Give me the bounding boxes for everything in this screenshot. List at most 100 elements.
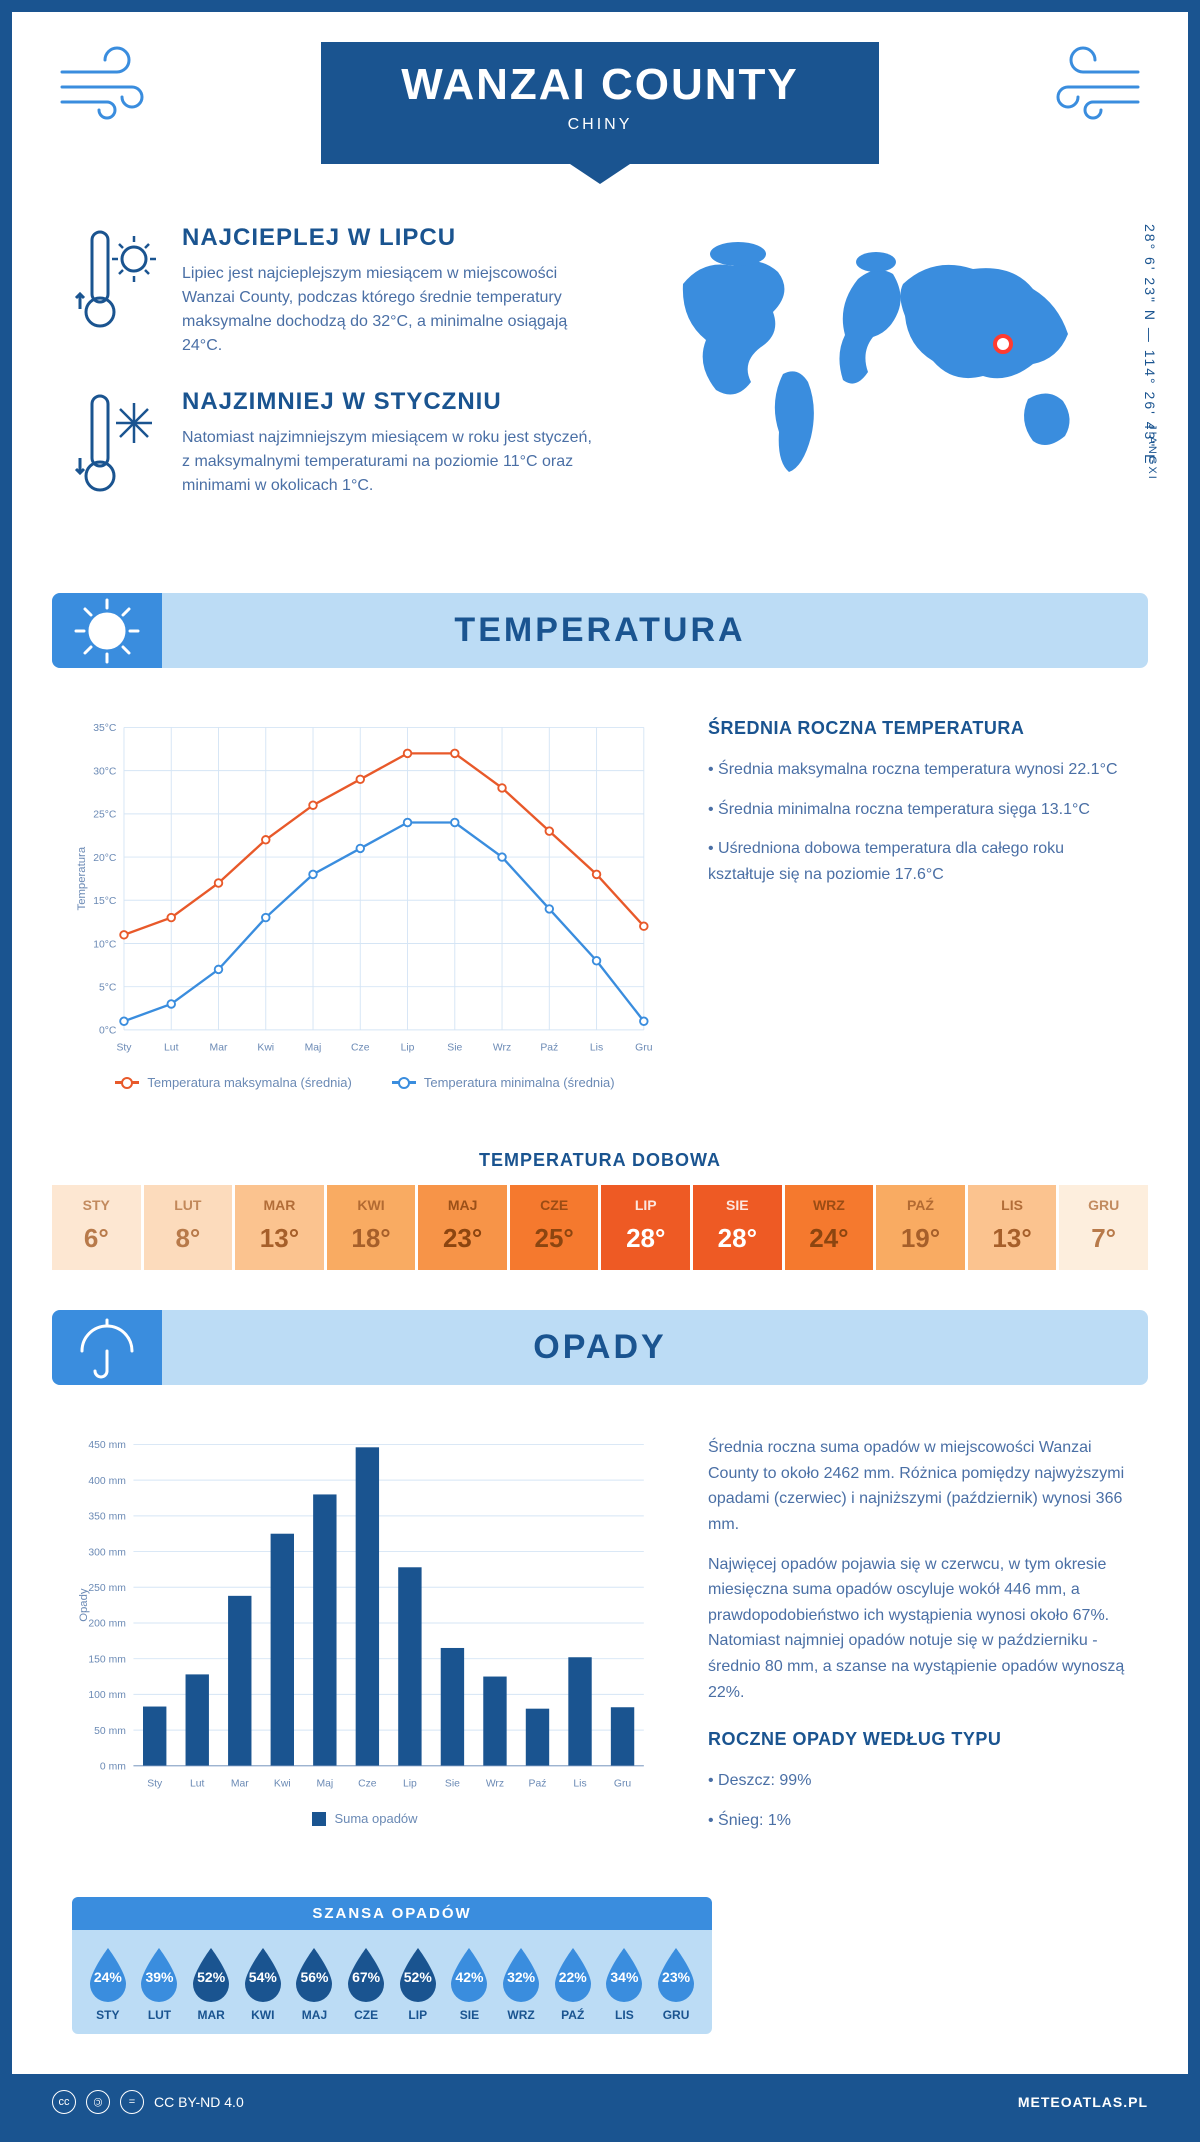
daily-temp-row: STY6°LUT8°MAR13°KWI18°MAJ23°CZE25°LIP28°… xyxy=(52,1185,1148,1270)
cc-icon: cc xyxy=(52,2090,76,2114)
umbrella-icon xyxy=(52,1310,162,1385)
coldest-heading: NAJZIMNIEJ W STYCZNIU xyxy=(182,388,602,416)
license-text: CC BY-ND 4.0 xyxy=(154,2094,244,2110)
daily-temp-cell: STY6° xyxy=(52,1185,141,1270)
rain-chance-drop: 39% LUT xyxy=(135,1946,183,2022)
rain-chance-drop: 24% STY xyxy=(84,1946,132,2022)
daily-temp-cell: LUT8° xyxy=(144,1185,233,1270)
title-banner: WANZAI COUNTY CHINY xyxy=(321,42,879,164)
rain-chance-drop: 34% LIS xyxy=(600,1946,648,2022)
daily-temp-cell: WRZ24° xyxy=(785,1185,874,1270)
by-icon: 🄯 xyxy=(86,2090,110,2114)
temperature-side-panel: ŚREDNIA ROCZNA TEMPERATURA • Średnia mak… xyxy=(708,718,1128,1090)
svg-text:Paź: Paź xyxy=(540,1043,558,1054)
svg-text:100 mm: 100 mm xyxy=(88,1690,125,1701)
svg-text:Wrz: Wrz xyxy=(486,1779,504,1790)
svg-text:Wrz: Wrz xyxy=(493,1043,511,1054)
svg-text:Opady: Opady xyxy=(78,1588,90,1622)
region-label: JIANGXI xyxy=(1146,424,1158,481)
daily-temp-cell: KWI18° xyxy=(327,1185,416,1270)
daily-temp-cell: PAŹ19° xyxy=(876,1185,965,1270)
daily-temp-cell: LIS13° xyxy=(968,1185,1057,1270)
footer-license: cc 🄯 = CC BY-ND 4.0 xyxy=(52,2090,244,2114)
svg-text:200 mm: 200 mm xyxy=(88,1619,125,1630)
header: WANZAI COUNTY CHINY xyxy=(12,12,1188,204)
section-header-precip: OPADY xyxy=(52,1310,1148,1385)
daily-temp-cell: MAJ23° xyxy=(418,1185,507,1270)
svg-text:0°C: 0°C xyxy=(99,1026,117,1037)
warmest-block: NAJCIEPLEJ W LIPCU Lipiec jest najcieple… xyxy=(72,224,608,358)
avg-temp-heading: ŚREDNIA ROCZNA TEMPERATURA xyxy=(708,718,1128,739)
section-header-temperature: TEMPERATURA xyxy=(52,593,1148,668)
svg-text:25°C: 25°C xyxy=(93,810,117,821)
nd-icon: = xyxy=(120,2090,144,2114)
intro-text-column: NAJCIEPLEJ W LIPCU Lipiec jest najcieple… xyxy=(72,224,608,533)
svg-text:Gru: Gru xyxy=(614,1779,632,1790)
rain-chance-drop: 32% WRZ xyxy=(497,1946,545,2022)
precip-type-bullet: • Deszcz: 99% xyxy=(708,1768,1128,1794)
world-map: 28° 6' 23" N — 114° 26' 43" E JIANGXI xyxy=(648,224,1128,489)
page-subtitle: CHINY xyxy=(401,116,799,134)
svg-text:Temperatura: Temperatura xyxy=(76,846,88,910)
avg-temp-bullet: • Średnia minimalna roczna temperatura s… xyxy=(708,797,1128,823)
svg-text:Sie: Sie xyxy=(447,1043,462,1054)
svg-text:50 mm: 50 mm xyxy=(94,1726,126,1737)
svg-text:150 mm: 150 mm xyxy=(88,1655,125,1666)
svg-text:250 mm: 250 mm xyxy=(88,1583,125,1594)
svg-text:Lut: Lut xyxy=(164,1043,179,1054)
svg-text:Gru: Gru xyxy=(635,1043,653,1054)
warmest-text: Lipiec jest najcieplejszym miesiącem w m… xyxy=(182,262,602,358)
rain-chance-panel: SZANSA OPADÓW 24% STY 39% LUT 52% MAR 54… xyxy=(72,1897,712,2034)
svg-text:300 mm: 300 mm xyxy=(88,1548,125,1559)
svg-text:0 mm: 0 mm xyxy=(100,1762,126,1773)
rain-chance-drop: 22% PAŹ xyxy=(549,1946,597,2022)
precip-type-bullet: • Śnieg: 1% xyxy=(708,1808,1128,1834)
wind-icon xyxy=(1028,42,1148,127)
svg-text:Maj: Maj xyxy=(316,1779,333,1790)
rain-chance-drop: 52% LIP xyxy=(394,1946,442,2022)
daily-temp-cell: LIP28° xyxy=(601,1185,690,1270)
intro-section: NAJCIEPLEJ W LIPCU Lipiec jest najcieple… xyxy=(12,204,1188,573)
rain-chance-drop: 52% MAR xyxy=(187,1946,235,2022)
rain-chance-title: SZANSA OPADÓW xyxy=(72,1897,712,1930)
rain-chance-drop: 54% KWI xyxy=(239,1946,287,2022)
svg-text:Lis: Lis xyxy=(573,1779,586,1790)
warmest-heading: NAJCIEPLEJ W LIPCU xyxy=(182,224,602,252)
sun-icon xyxy=(52,593,162,668)
avg-temp-bullet: • Uśredniona dobowa temperatura dla całe… xyxy=(708,836,1128,887)
thermometer-cold-icon xyxy=(72,388,162,503)
svg-text:35°C: 35°C xyxy=(93,723,117,734)
precip-type-heading: ROCZNE OPADY WEDŁUG TYPU xyxy=(708,1729,1128,1750)
daily-temp-cell: CZE25° xyxy=(510,1185,599,1270)
footer: cc 🄯 = CC BY-ND 4.0 METEOATLAS.PL xyxy=(12,2074,1188,2130)
section-title-precip: OPADY xyxy=(70,1328,1130,1367)
svg-text:5°C: 5°C xyxy=(99,982,117,993)
svg-text:Kwi: Kwi xyxy=(274,1779,291,1790)
svg-text:400 mm: 400 mm xyxy=(88,1476,125,1487)
temperature-legend: Temperatura maksymalna (średnia) Tempera… xyxy=(72,1075,658,1090)
thermometer-hot-icon xyxy=(72,224,162,358)
svg-text:Lip: Lip xyxy=(401,1043,415,1054)
precip-para1: Średnia roczna suma opadów w miejscowośc… xyxy=(708,1435,1128,1537)
legend-precip-label: Suma opadów xyxy=(334,1811,417,1826)
svg-text:Sie: Sie xyxy=(445,1779,460,1790)
svg-text:Mar: Mar xyxy=(210,1043,228,1054)
svg-text:Sty: Sty xyxy=(147,1779,163,1790)
coldest-text: Natomiast najzimniejszym miesiącem w rok… xyxy=(182,426,602,498)
footer-site: METEOATLAS.PL xyxy=(1018,2094,1148,2110)
svg-text:Cze: Cze xyxy=(351,1043,370,1054)
svg-text:350 mm: 350 mm xyxy=(88,1512,125,1523)
svg-text:Cze: Cze xyxy=(358,1779,377,1790)
svg-text:Kwi: Kwi xyxy=(257,1043,274,1054)
daily-temp-cell: MAR13° xyxy=(235,1185,324,1270)
precip-chart-row: 0 mm 50 mm 100 mm 150 mm 200 mm 250 mm 300 mm 3… xyxy=(12,1405,1188,1877)
precip-para2: Najwięcej opadów pojawia się w czerwcu, … xyxy=(708,1552,1128,1706)
svg-text:Mar: Mar xyxy=(231,1779,249,1790)
rain-chance-drop: 23% GRU xyxy=(652,1946,700,2022)
temperature-chart-row: 0°C5°C10°C15°C20°C25°C30°C35°CStyLutMarK… xyxy=(12,688,1188,1120)
avg-temp-bullet: • Średnia maksymalna roczna temperatura … xyxy=(708,757,1128,783)
daily-temp-title: TEMPERATURA DOBOWA xyxy=(12,1150,1188,1171)
precip-side-panel: Średnia roczna suma opadów w miejscowośc… xyxy=(708,1435,1128,1847)
wind-icon xyxy=(52,42,172,127)
svg-text:Sty: Sty xyxy=(116,1043,132,1054)
